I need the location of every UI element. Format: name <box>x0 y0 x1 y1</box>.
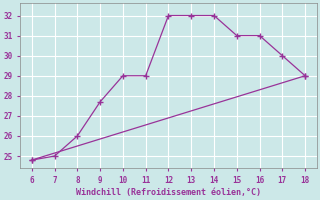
X-axis label: Windchill (Refroidissement éolien,°C): Windchill (Refroidissement éolien,°C) <box>76 188 261 197</box>
